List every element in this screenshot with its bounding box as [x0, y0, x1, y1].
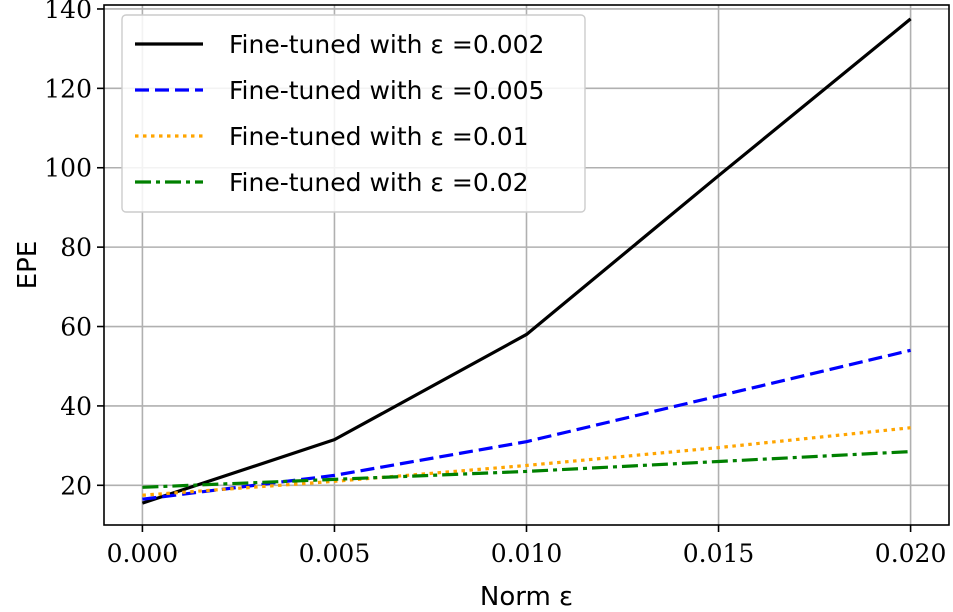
x-tick-label: 0.005	[299, 539, 371, 568]
series-line-4	[142, 449, 911, 489]
x-axis-ticks: 0.000 0.005 0.010 0.015 0.020	[107, 525, 947, 568]
y-tick-label: 120	[44, 74, 92, 103]
legend-box	[121, 14, 586, 213]
x-axis-label: Norm ε	[480, 582, 573, 612]
y-axis-ticks: 20 40 60 80 100 120 140	[44, 0, 104, 500]
y-tick-label: 80	[60, 233, 92, 262]
x-tick-label: 0.000	[107, 539, 179, 568]
series-lines	[141, 17, 912, 505]
legend: Fine-tuned with ε =0.002 Fine-tuned with …	[121, 14, 586, 213]
legend-label-2: Fine-tuned with ε =0.005	[229, 76, 544, 105]
y-tick-label: 20	[60, 471, 92, 500]
y-axis-label: EPE	[13, 241, 43, 290]
y-tick-label: 40	[60, 392, 92, 421]
x-tick-label: 0.015	[683, 539, 755, 568]
x-tick-label: 0.020	[875, 539, 947, 568]
series-line-1	[141, 17, 912, 505]
legend-label-4: Fine-tuned with ε =0.02	[229, 168, 529, 197]
x-tick-label: 0.010	[491, 539, 563, 568]
y-tick-label: 140	[44, 0, 92, 24]
series-line-3	[142, 426, 911, 497]
y-tick-label: 100	[44, 154, 92, 183]
legend-label-1: Fine-tuned with ε =0.002	[229, 30, 544, 59]
legend-label-3: Fine-tuned with ε =0.01	[229, 122, 529, 151]
y-tick-label: 60	[60, 313, 92, 342]
